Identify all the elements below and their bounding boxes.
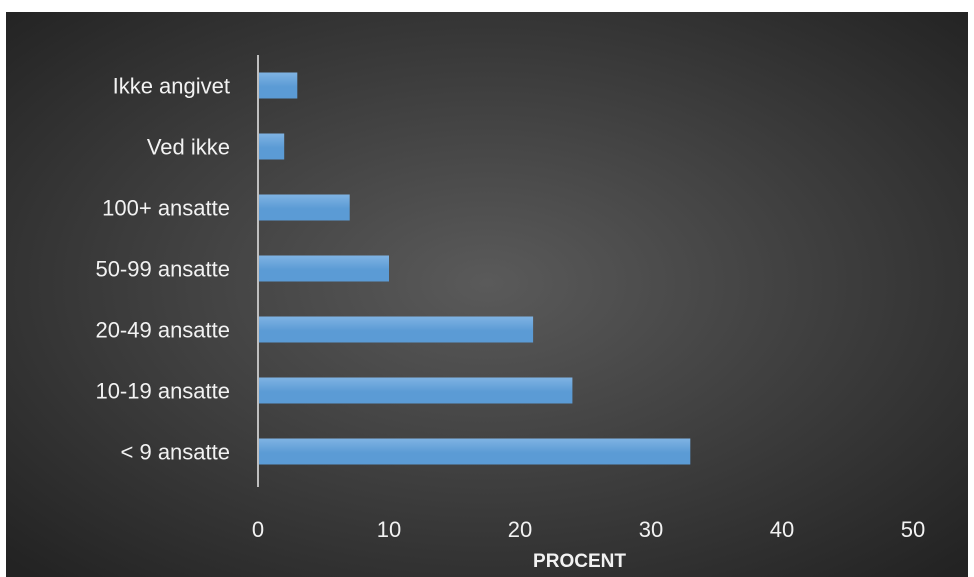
x-tick-label: 30 (639, 517, 663, 542)
bar (258, 316, 534, 343)
category-labels-group: < 9 ansatte 10-19 ansatte 20-49 ansatte 50-… (95, 74, 230, 465)
x-tick-label: 10 (377, 517, 401, 542)
bar (258, 377, 573, 404)
x-axis-title: PROCENT (533, 551, 626, 572)
category-label: < 9 ansatte (121, 440, 230, 465)
category-label: 20-49 ansatte (95, 318, 230, 343)
bar (258, 194, 350, 221)
bar (258, 438, 691, 465)
x-tick-label: 0 (252, 517, 264, 542)
bars-group (258, 72, 691, 465)
bar (258, 133, 285, 160)
category-label: Ikke angivet (113, 74, 230, 99)
bar (258, 255, 389, 282)
x-tick-label: 20 (508, 517, 532, 542)
x-tick-labels-group: 0 10 20 30 40 50 (252, 517, 925, 542)
chart-background (6, 12, 968, 577)
category-label: 10-19 ansatte (95, 379, 230, 404)
category-label: 50-99 ansatte (95, 257, 230, 282)
bar-chart: < 9 ansatte 10-19 ansatte 20-49 ansatte 50-… (6, 12, 968, 577)
category-label: Ved ikke (147, 135, 230, 160)
chart-container: < 9 ansatte 10-19 ansatte 20-49 ansatte 50-… (6, 12, 968, 577)
x-tick-label: 40 (770, 517, 794, 542)
category-label: 100+ ansatte (102, 196, 230, 221)
x-tick-label: 50 (901, 517, 925, 542)
bar (258, 72, 298, 99)
